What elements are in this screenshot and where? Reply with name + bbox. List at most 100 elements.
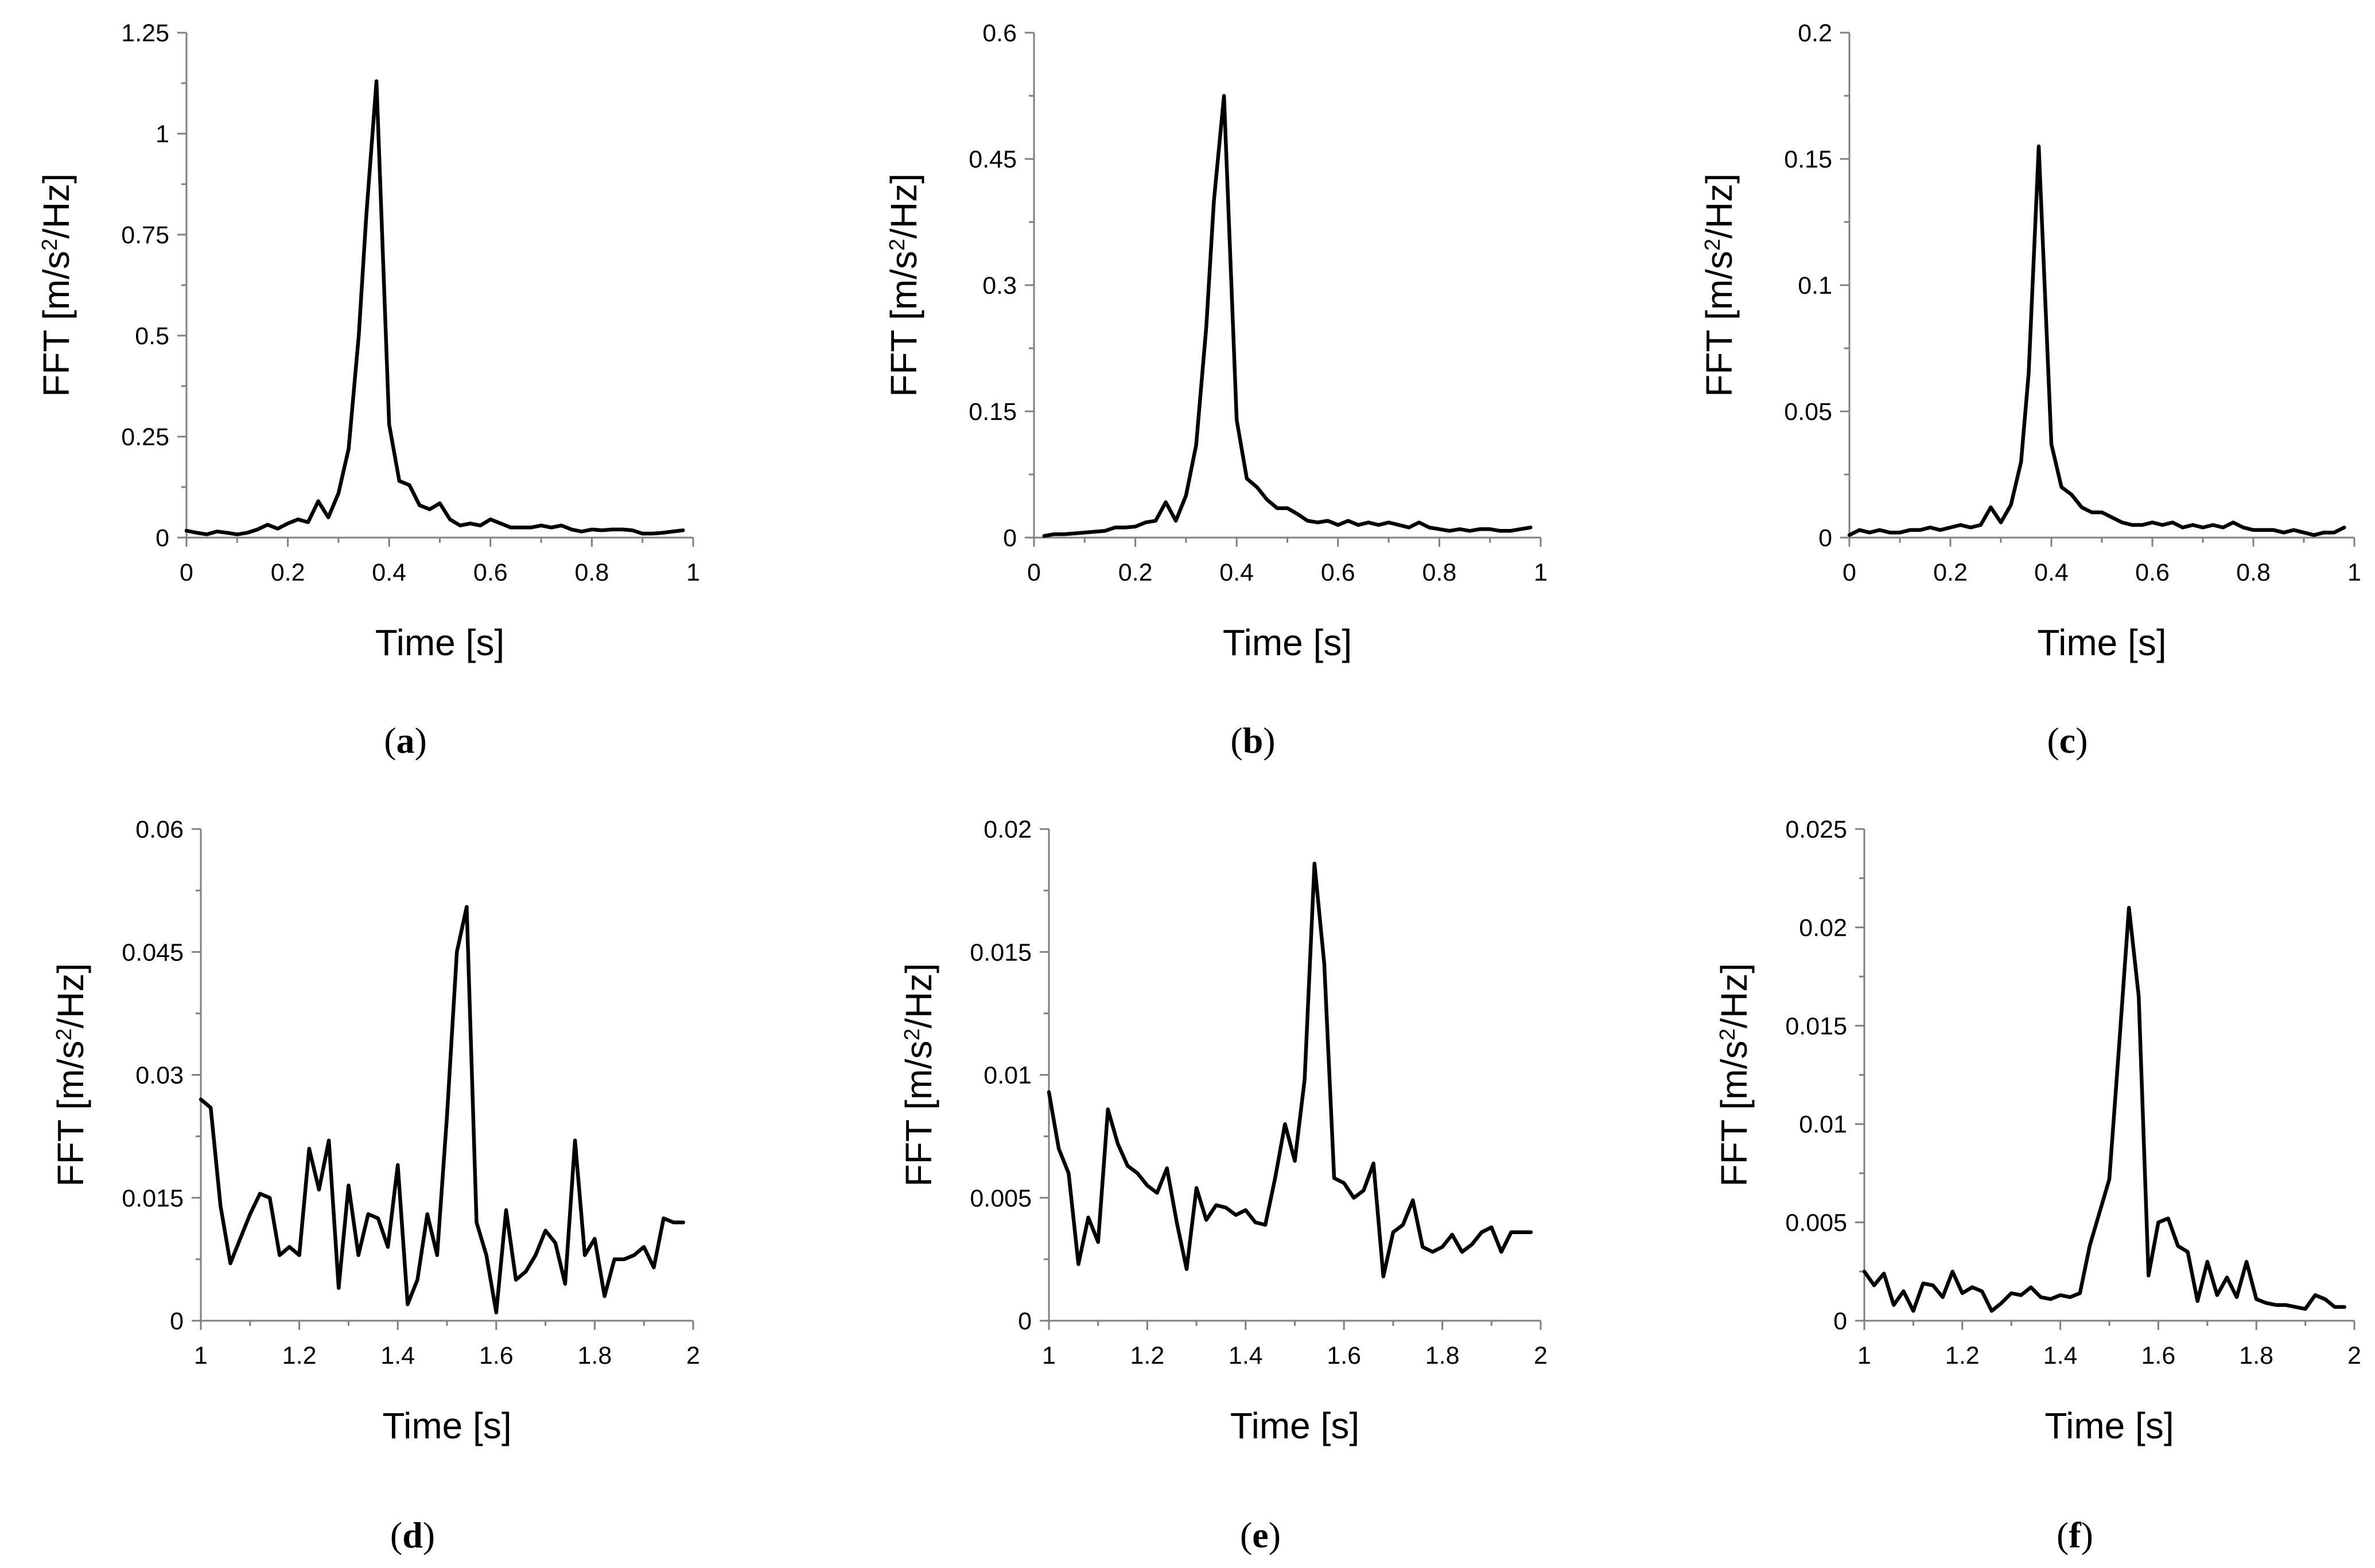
y-axis-title: FFT [m/s2/Hz] — [898, 963, 939, 1187]
x-tick-label: 1 — [1042, 1342, 1056, 1369]
panel-caption: (c) — [2047, 720, 2088, 761]
y-tick-label: 0.5 — [135, 322, 169, 350]
x-tick-label: 1 — [194, 1342, 208, 1369]
x-tick-label: 0.8 — [575, 559, 609, 586]
panel-caption: (d) — [390, 1515, 435, 1555]
x-tick-label: 0.6 — [2135, 559, 2170, 586]
series-line — [1047, 861, 1533, 1279]
y-tick-label: 0.015 — [122, 1185, 184, 1212]
y-tick-label: 0.6 — [982, 20, 1017, 47]
x-axis-title: Time [s] — [382, 1405, 511, 1446]
y-tick-label: 0.45 — [969, 146, 1017, 173]
y-tick-label: 0.1 — [1798, 272, 1832, 299]
panel-caption: (a) — [384, 720, 427, 761]
y-tick-label: 0.015 — [1785, 1013, 1847, 1040]
y-tick-label: 0 — [1818, 524, 1832, 552]
y-tick-label: 0.015 — [970, 939, 1032, 966]
y-tick-label: 0 — [170, 1308, 184, 1335]
series-line — [1042, 94, 1533, 538]
x-tick-label: 0.8 — [2236, 559, 2271, 586]
x-tick-label: 0.8 — [1422, 559, 1457, 586]
x-tick-label: 2 — [2347, 1342, 2361, 1369]
series-line — [1847, 144, 2346, 537]
x-axis-title: Time [s] — [1223, 622, 1352, 663]
panel-c: 0 0.05 0.1 0.15 0.2 0 0.2 0.4 0.6 0.8 1 Time [s] FFT… — [1698, 20, 2361, 761]
x-tick-label: 1.8 — [2239, 1342, 2273, 1369]
y-tick-label: 0.005 — [1785, 1209, 1847, 1237]
y-tick-label: 0 — [1003, 524, 1017, 552]
y-tick-label: 1.25 — [121, 20, 169, 47]
series-line — [199, 905, 686, 1314]
x-tick-label: 1 — [1534, 559, 1548, 586]
x-tick-label: 1 — [2347, 559, 2361, 586]
x-tick-label: 0.4 — [2034, 559, 2069, 586]
panel-caption: (b) — [1230, 720, 1275, 761]
panel-caption: (e) — [1240, 1515, 1281, 1555]
x-tick-label: 1.8 — [578, 1342, 612, 1369]
x-tick-label: 1.6 — [2141, 1342, 2176, 1369]
y-tick-label: 0.025 — [1785, 816, 1847, 843]
y-tick-label: 0.15 — [969, 398, 1017, 426]
y-tick-label: 0.045 — [122, 939, 184, 966]
x-axis-title: Time [s] — [2037, 622, 2166, 663]
x-tick-label: 1.2 — [282, 1342, 317, 1369]
panel-b: 0 0.15 0.3 0.45 0.6 0 0.2 0.4 0.6 0.8 1 Time [s] FFT… — [883, 20, 1548, 761]
x-axis-title: Time [s] — [375, 622, 504, 663]
y-tick-label: 0.75 — [121, 221, 169, 249]
x-tick-label: 0.2 — [271, 559, 305, 586]
x-tick-label: 2 — [686, 1342, 700, 1369]
series-line — [1862, 905, 2347, 1313]
panel-a: 0 0.25 0.5 0.75 1 1.25 0 0.2 0.4 0.6 0.8 1 Time [s] F… — [36, 20, 700, 761]
x-tick-label: 1 — [1857, 1342, 1871, 1369]
x-tick-label: 1.4 — [380, 1342, 415, 1369]
panel-f: 0 0.005 0.01 0.015 0.02 0.025 1 1.2 1.4 1.6 1.8 2 Ti… — [1713, 816, 2361, 1555]
series-line — [184, 79, 685, 536]
x-tick-label: 0.4 — [372, 559, 406, 586]
x-tick-label: 0 — [1843, 559, 1856, 586]
x-tick-label: 1.6 — [479, 1342, 514, 1369]
y-axis-title: FFT [m/s2/Hz] — [36, 173, 77, 397]
y-tick-label: 0.02 — [984, 816, 1032, 843]
panel-e: 0 0.005 0.01 0.015 0.02 1 1.2 1.4 1.6 1.8 2 Time [s… — [898, 816, 1548, 1555]
y-axis-title: FFT [m/s2/Hz] — [1698, 173, 1740, 397]
x-tick-label: 0.2 — [1933, 559, 1968, 586]
y-tick-label: 0.02 — [1799, 914, 1847, 941]
x-tick-label: 1.4 — [1229, 1342, 1263, 1369]
y-tick-label: 0.005 — [970, 1185, 1032, 1212]
x-tick-label: 0 — [180, 559, 193, 586]
y-tick-label: 0.01 — [984, 1062, 1032, 1090]
y-tick-label: 0 — [1018, 1308, 1032, 1335]
x-tick-label: 0 — [1027, 559, 1041, 586]
x-tick-label: 1.4 — [2043, 1342, 2078, 1369]
y-axis-title: FFT [m/s2/Hz] — [1713, 963, 1755, 1187]
y-tick-label: 0.05 — [1784, 398, 1832, 426]
y-tick-label: 0.15 — [1784, 146, 1832, 173]
y-tick-label: 0.01 — [1799, 1111, 1847, 1138]
x-tick-label: 0.6 — [473, 559, 508, 586]
panel-caption: (f) — [2057, 1515, 2093, 1555]
y-tick-label: 0.06 — [135, 816, 184, 843]
x-tick-label: 1.2 — [1130, 1342, 1165, 1369]
x-tick-label: 1 — [686, 559, 700, 586]
x-tick-label: 0.6 — [1321, 559, 1355, 586]
y-tick-label: 1 — [156, 120, 169, 148]
y-axis-title: FFT [m/s2/Hz] — [50, 963, 91, 1187]
x-axis-title: Time [s] — [1230, 1405, 1359, 1446]
x-tick-label: 1.6 — [1327, 1342, 1361, 1369]
x-tick-label: 2 — [1534, 1342, 1548, 1369]
x-tick-label: 1.8 — [1425, 1342, 1460, 1369]
x-axis-title: Time [s] — [2044, 1405, 2174, 1446]
x-tick-label: 0.4 — [1219, 559, 1254, 586]
y-tick-label: 0 — [1833, 1308, 1847, 1335]
y-tick-label: 0.03 — [135, 1062, 184, 1090]
y-tick-label: 0.2 — [1798, 20, 1832, 47]
panel-d: 0 0.015 0.03 0.045 0.06 1 1.2 1.4 1.6 1.8 2 Time [s… — [50, 816, 700, 1555]
y-tick-label: 0 — [156, 524, 169, 552]
y-tick-label: 0.3 — [982, 272, 1017, 299]
x-tick-label: 1.2 — [1945, 1342, 1980, 1369]
x-tick-label: 0.2 — [1118, 559, 1153, 586]
panels: 0 0.25 0.5 0.75 1 1.25 0 0.2 0.4 0.6 0.8 1 Time [s] F… — [36, 20, 2361, 1555]
y-axis-title: FFT [m/s2/Hz] — [883, 173, 924, 397]
y-tick-label: 0.25 — [121, 423, 169, 451]
